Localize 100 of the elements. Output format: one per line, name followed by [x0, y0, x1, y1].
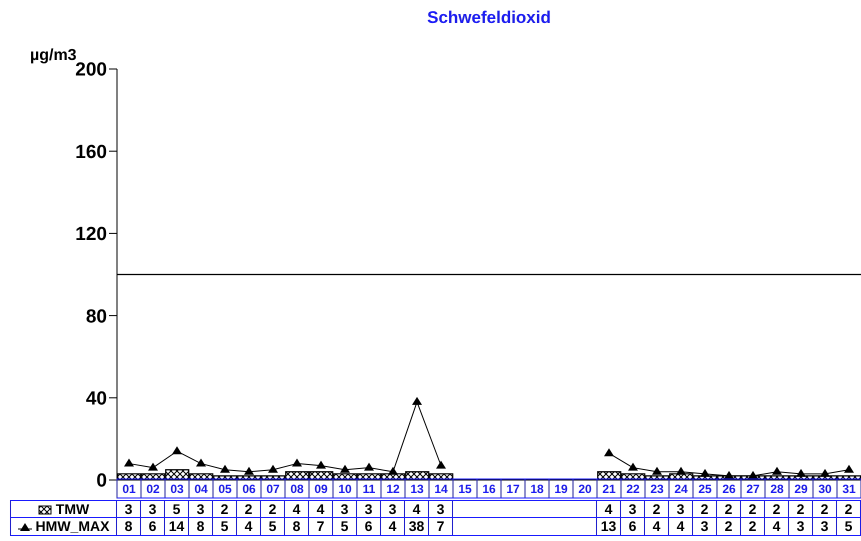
x-tick-label: 07: [266, 482, 280, 496]
point: [604, 448, 614, 456]
x-tick-label: 14: [434, 482, 448, 496]
data-label: 4: [381, 518, 405, 535]
data-label: 2: [741, 501, 765, 517]
x-tick-label: 31: [842, 482, 856, 496]
y-tick-label: 40: [86, 388, 107, 410]
data-label: 2: [789, 501, 813, 517]
data-label: 8: [285, 518, 309, 535]
data-label: 2: [717, 501, 741, 517]
x-tick-label: 27: [746, 482, 760, 496]
x-tick-label: 26: [722, 482, 736, 496]
x-tick-label: 05: [218, 482, 232, 496]
data-label: 4: [309, 501, 333, 517]
point: [820, 468, 830, 477]
data-label: 8: [117, 518, 141, 535]
point: [292, 458, 302, 467]
x-tick-label: 18: [530, 482, 544, 496]
data-label: 13: [597, 518, 621, 535]
data-label: 4: [765, 518, 789, 535]
point: [148, 462, 158, 471]
x-tick-label: 21: [602, 482, 616, 496]
legend-label: TMW: [56, 500, 90, 518]
x-tick-label: 28: [770, 482, 784, 496]
data-label: 5: [837, 518, 861, 535]
data-label: 4: [405, 501, 429, 517]
x-tick-label: 09: [314, 482, 328, 496]
point: [844, 464, 854, 473]
data-label: 4: [237, 518, 261, 535]
data-label: 2: [765, 501, 789, 517]
data-label: 7: [309, 518, 333, 535]
x-tick-label: 02: [146, 482, 160, 496]
data-label: 2: [213, 501, 237, 517]
data-label: 2: [261, 501, 285, 517]
x-tick-label: 12: [386, 482, 400, 496]
point: [244, 466, 254, 475]
y-tick-label: 80: [86, 306, 107, 328]
data-label: 3: [333, 501, 357, 517]
data-label: 3: [621, 501, 645, 517]
x-tick-label: 29: [794, 482, 808, 496]
x-tick-label: 16: [482, 482, 496, 496]
x-tick-label: 01: [122, 482, 136, 496]
y-tick-label: 120: [75, 224, 107, 246]
data-label: 14: [165, 518, 189, 535]
data-label: 3: [669, 501, 693, 517]
point: [436, 460, 446, 469]
x-tick-label: 24: [674, 482, 688, 496]
data-label: 2: [837, 501, 861, 517]
x-tick-label: 17: [506, 482, 520, 496]
x-tick-label: 23: [650, 482, 664, 496]
data-label: 5: [213, 518, 237, 535]
data-label: 5: [165, 501, 189, 517]
x-tick-label: 19: [554, 482, 568, 496]
data-label: 3: [141, 501, 165, 517]
data-label: 3: [429, 501, 453, 517]
data-label: 2: [237, 501, 261, 517]
point: [652, 466, 662, 475]
data-label: 2: [717, 518, 741, 535]
x-tick-label: 20: [578, 482, 592, 496]
data-label: 3: [357, 501, 381, 517]
point: [772, 466, 782, 475]
data-label: 3: [813, 518, 837, 535]
point: [340, 464, 350, 473]
point: [700, 468, 710, 477]
data-label: 4: [669, 518, 693, 535]
data-label: 4: [285, 501, 309, 517]
point: [316, 460, 326, 469]
data-label: 8: [189, 518, 213, 535]
data-label: 2: [645, 501, 669, 517]
data-label: 6: [357, 518, 381, 535]
data-label: 2: [741, 518, 765, 535]
x-tick-label: 03: [170, 482, 184, 496]
x-tick-label: 06: [242, 482, 256, 496]
data-label: 6: [141, 518, 165, 535]
data-label: 2: [813, 501, 837, 517]
x-tick-label: 10: [338, 482, 352, 496]
point: [796, 468, 806, 477]
x-tick-label: 22: [626, 482, 640, 496]
data-label: 5: [333, 518, 357, 535]
point: [412, 396, 422, 405]
y-tick-label: 160: [75, 142, 107, 163]
chart-title: Schwefeldioxid: [426, 8, 552, 28]
data-label: 4: [597, 501, 621, 517]
data-label: 3: [189, 501, 213, 517]
data-label: 3: [117, 501, 141, 517]
data-label: 38: [405, 518, 429, 535]
data-label: 6: [621, 518, 645, 535]
point: [364, 462, 374, 471]
point: [172, 446, 182, 454]
point: [196, 458, 206, 467]
point: [388, 466, 398, 475]
y-axis-title: µg/m3: [30, 47, 77, 64]
x-tick-label: 11: [362, 482, 376, 496]
data-label: 7: [429, 518, 453, 535]
x-tick-label: 30: [818, 482, 832, 496]
data-label: 3: [789, 518, 813, 535]
x-tick-label: 15: [458, 482, 472, 496]
x-tick-label: 04: [194, 482, 208, 496]
x-tick-label: 25: [698, 482, 712, 496]
x-tick-label: 13: [410, 482, 424, 496]
